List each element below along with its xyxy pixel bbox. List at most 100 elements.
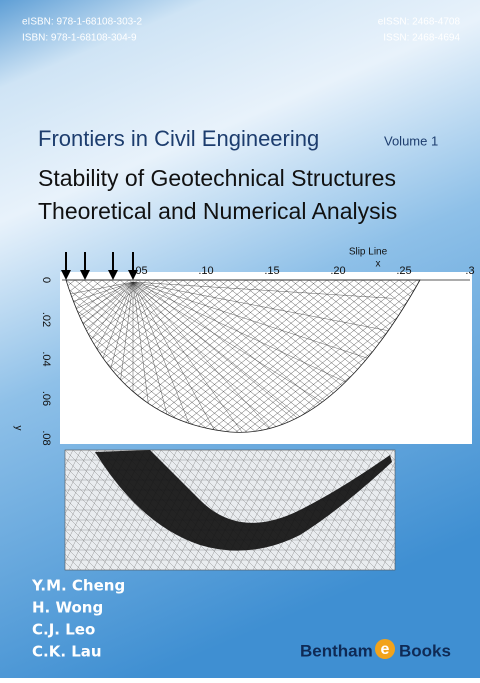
x-tick-label: .15 xyxy=(264,265,279,277)
mesh-line xyxy=(66,280,258,433)
mesh-line xyxy=(66,280,222,433)
mesh-line xyxy=(66,280,148,433)
arrow-head xyxy=(108,270,118,280)
fan-line xyxy=(132,281,353,422)
fan-line xyxy=(66,281,134,422)
mesh-line xyxy=(261,280,420,433)
authors: Y.M. Cheng H. Wong C.J. Leo C.K. Lau xyxy=(31,577,125,661)
fan-line xyxy=(66,281,134,393)
eisbn: eISBN: 978-1-68108-303-2 xyxy=(22,17,143,28)
mesh-line xyxy=(92,280,294,433)
mesh-line xyxy=(66,280,112,433)
isbn: ISBN: 978-1-68108-304-9 xyxy=(22,33,137,44)
arrow-head xyxy=(128,270,138,280)
failure-zone xyxy=(95,450,392,551)
mesh-line xyxy=(144,280,346,433)
fan-line xyxy=(132,281,286,433)
mesh-line xyxy=(66,280,267,433)
mesh-line xyxy=(66,280,213,433)
fan-line xyxy=(132,281,381,363)
arrow-head xyxy=(80,270,90,280)
title-line: Stability of Geotechnical Structures xyxy=(38,165,396,191)
author-name: C.K. Lau xyxy=(32,643,102,661)
fan-line xyxy=(132,281,389,331)
numerical-mesh xyxy=(64,449,396,571)
mesh-line xyxy=(234,280,420,433)
mesh-line xyxy=(66,280,211,433)
y-tick-label: .06 xyxy=(40,391,52,406)
x-tick-label: .10 xyxy=(198,265,213,277)
mesh-line xyxy=(66,280,157,433)
mesh-line xyxy=(119,280,321,433)
mesh-line xyxy=(74,280,276,433)
mesh-line xyxy=(353,280,420,433)
mesh-line xyxy=(189,280,391,433)
mesh-line xyxy=(66,280,229,433)
fan-line xyxy=(132,281,393,299)
mesh-line xyxy=(66,280,166,433)
series-name: Frontiers in Civil Engineering xyxy=(38,126,319,151)
fan-line xyxy=(132,281,312,433)
mesh-line xyxy=(128,280,330,433)
mesh-line xyxy=(225,280,420,433)
mesh-line xyxy=(110,280,312,433)
fan-line xyxy=(66,281,134,331)
mesh-line xyxy=(83,280,285,433)
mesh-line xyxy=(335,280,420,433)
x-label: x xyxy=(376,259,381,270)
fan-line xyxy=(66,281,134,433)
y-tick-label: .04 xyxy=(40,351,52,366)
title-line: Theoretical and Numerical Analysis xyxy=(38,198,397,224)
publisher: Bentham e Books xyxy=(300,639,451,660)
fan-line xyxy=(132,281,229,433)
x-tick-label: .05 xyxy=(132,265,147,277)
load-arrows xyxy=(61,252,138,280)
mesh-line xyxy=(66,280,249,433)
fan-line xyxy=(66,281,134,433)
mesh-line xyxy=(263,280,420,433)
author-name: H. Wong xyxy=(32,599,103,617)
fan-line xyxy=(66,281,134,433)
publisher-name: Bentham xyxy=(300,641,373,660)
x-tick-label: .25 xyxy=(396,265,411,277)
mesh-line xyxy=(216,280,418,433)
mesh-line xyxy=(101,280,303,433)
mesh-line xyxy=(66,280,130,433)
x-tick-label: .20 xyxy=(330,265,345,277)
publisher-e: e xyxy=(381,641,390,658)
fan-line xyxy=(132,281,259,433)
issn: ISSN: 2468-4694 xyxy=(383,33,460,44)
y-tick-label: .02 xyxy=(40,312,52,327)
fan-line xyxy=(66,281,134,363)
y-label: y xyxy=(12,426,23,431)
publisher-imprint: Books xyxy=(399,641,451,660)
mesh-line xyxy=(135,280,337,433)
figure-label: Slip Line xyxy=(349,247,388,258)
fan-line xyxy=(132,281,369,393)
mesh-line xyxy=(362,280,420,433)
mesh-line xyxy=(66,280,231,433)
author-name: C.J. Leo xyxy=(32,621,95,639)
mesh-line xyxy=(153,280,355,433)
mesh-line xyxy=(180,280,382,433)
eissn: eISSN: 2468-4708 xyxy=(378,17,461,28)
mesh-boundary xyxy=(65,279,421,433)
author-name: Y.M. Cheng xyxy=(31,577,125,595)
mesh-line xyxy=(326,280,420,433)
fan-line xyxy=(132,281,198,433)
x-tick-label: .3 xyxy=(465,265,474,277)
volume: Volume 1 xyxy=(384,133,438,148)
figure: Slip Line x y .05 .10 .15 .20 .25 .3 0 .02 .04 .0… xyxy=(12,247,475,571)
mesh-line xyxy=(344,280,420,433)
y-tick-label: .08 xyxy=(40,430,52,445)
mesh-line xyxy=(207,280,409,433)
mesh-line xyxy=(66,280,121,433)
mesh-line xyxy=(162,280,364,433)
mesh-line xyxy=(66,280,139,433)
arrow-head xyxy=(61,270,71,280)
publisher-logo xyxy=(375,639,395,659)
mesh-line xyxy=(254,280,420,433)
y-tick-label: 0 xyxy=(40,277,52,283)
